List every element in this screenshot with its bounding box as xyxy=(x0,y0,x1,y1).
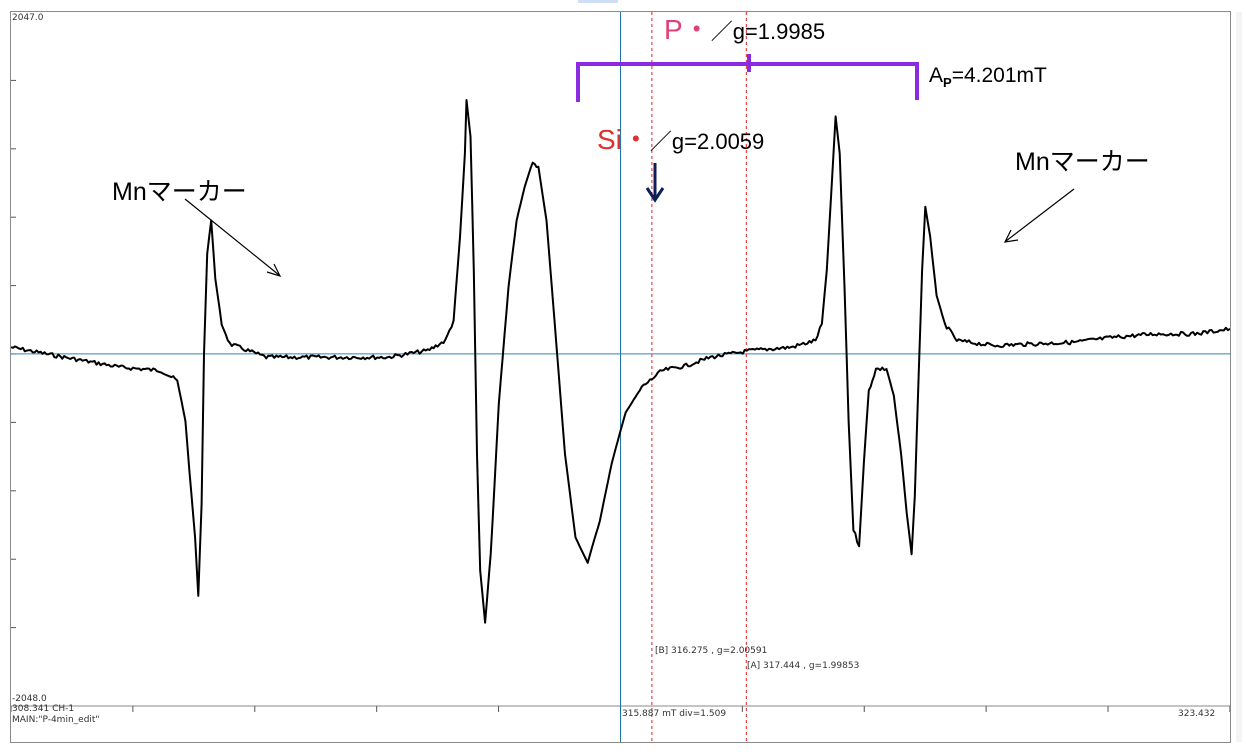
marker-a-readout: [A] 317.444 , g=1.99853 xyxy=(747,661,860,671)
spectrum-series-line xyxy=(11,99,1230,624)
mn-marker-arrows xyxy=(184,188,1075,277)
plot-frame: 2047.0 -2048.0 308.341 CH-1 315.887 mT d… xyxy=(10,11,1231,743)
si-arrow-head xyxy=(645,187,665,203)
si-g-arrow-icon xyxy=(645,163,665,203)
mn-left-arrowhead xyxy=(266,263,282,277)
x-mid-label: 315.887 mT div=1.509 xyxy=(622,709,727,719)
file-name-label: MAIN:"P-4min_edit" xyxy=(12,715,100,725)
si-radical-label: Si・／g=2.0059 xyxy=(597,122,764,160)
si-radical-symbol: Si・ xyxy=(597,124,650,155)
marker-b-readout: [B] 316.275 , g=2.00591 xyxy=(655,646,768,656)
top-scroll-indicator[interactable] xyxy=(578,0,618,3)
ap-prefix: A xyxy=(929,64,944,87)
p-g-value: ／g=1.9985 xyxy=(710,19,826,44)
epr-spectrum-chart xyxy=(11,12,1230,742)
mn-marker-left-label: Mnマーカー xyxy=(112,178,247,206)
p-radical-symbol: P・ xyxy=(664,14,711,45)
x-min-label: 308.341 CH-1 xyxy=(12,704,75,714)
right-scrollbar[interactable] xyxy=(1236,12,1242,742)
y-min-label: -2048.0 xyxy=(12,694,47,704)
mn-right-arrow-shaft xyxy=(1005,188,1075,242)
y-max-label: 2047.0 xyxy=(12,13,44,23)
mn-right-arrowhead xyxy=(1003,229,1019,243)
ap-value: =4.201mT xyxy=(951,64,1047,87)
p-radical-label: P・／g=1.9985 xyxy=(664,12,825,50)
mn-left-arrow-shaft xyxy=(184,198,280,276)
ap-subscript: P xyxy=(943,75,952,91)
si-g-value: ／g=2.0059 xyxy=(649,129,765,154)
mn-marker-right-label: Mnマーカー xyxy=(1015,148,1150,176)
x-max-label: 323.432 xyxy=(1178,709,1216,719)
ap-label: AP=4.201mT xyxy=(929,64,1047,90)
marker-lines xyxy=(651,12,747,742)
